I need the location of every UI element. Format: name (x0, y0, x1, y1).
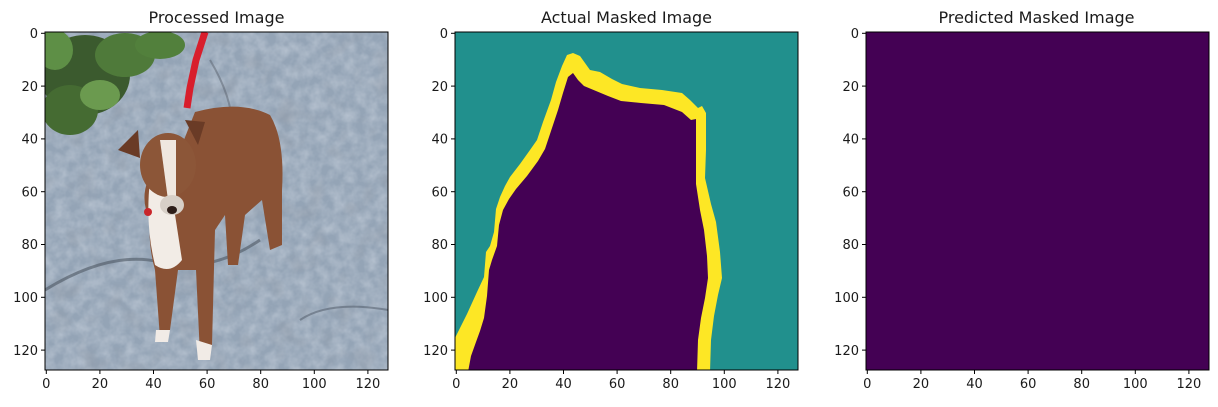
x-tick-label: 80 (1073, 377, 1090, 392)
x-tick-label: 40 (555, 377, 572, 392)
x-tick-label: 60 (609, 377, 626, 392)
x-tick-label: 0 (452, 377, 460, 392)
x-tick-label: 100 (302, 377, 327, 392)
y-tick-label: 40 (842, 133, 859, 148)
axes-frame (865, 31, 1210, 371)
y-axis: 0 20 40 60 80 100 120 (423, 27, 455, 359)
y-tick-label: 120 (13, 344, 38, 359)
y-tick-label: 0 (30, 27, 38, 42)
y-axis: 0 20 40 60 80 100 120 (13, 27, 45, 359)
x-tick-label: 20 (913, 377, 930, 392)
panel-processed-image: Processed Image (13, 8, 389, 392)
y-tick-label: 80 (21, 238, 38, 253)
axes-frame (44, 31, 389, 371)
x-tick-label: 20 (92, 377, 109, 392)
y-tick-label: 80 (431, 238, 448, 253)
x-tick-label: 120 (765, 377, 790, 392)
x-tick-label: 120 (355, 377, 380, 392)
panel-predicted-mask: Predicted Masked Image 0 20 40 60 80 100… (834, 8, 1210, 392)
y-tick-label: 20 (431, 80, 448, 95)
mask-foreground-region (468, 73, 708, 370)
x-tick-label: 100 (712, 377, 737, 392)
panel-actual-mask: Actual Masked Image 0 20 40 60 80 100 1 (423, 8, 799, 392)
x-axis: 0 20 40 60 80 100 120 (42, 370, 380, 392)
y-tick-label: 120 (423, 344, 448, 359)
trimap-mask (455, 32, 798, 370)
y-axis: 0 20 40 60 80 100 120 (834, 27, 866, 359)
x-tick-label: 20 (502, 377, 519, 392)
x-axis: 0 20 40 60 80 100 120 (452, 370, 790, 392)
y-tick-label: 60 (431, 185, 448, 200)
y-tick-label: 100 (834, 291, 859, 306)
x-tick-label: 0 (42, 377, 50, 392)
x-tick-label: 100 (1123, 377, 1148, 392)
leash (183, 32, 209, 109)
y-tick-label: 20 (842, 80, 859, 95)
dog (118, 106, 283, 360)
panel-title: Predicted Masked Image (938, 8, 1134, 27)
shrub (45, 32, 185, 135)
x-tick-label: 120 (1176, 377, 1201, 392)
axes-frame (454, 31, 799, 371)
y-tick-label: 100 (423, 291, 448, 306)
y-tick-label: 100 (13, 291, 38, 306)
y-tick-label: 40 (431, 133, 448, 148)
y-tick-label: 80 (842, 238, 859, 253)
x-tick-label: 40 (966, 377, 983, 392)
y-tick-label: 120 (834, 344, 859, 359)
panel-title: Actual Masked Image (541, 8, 712, 27)
y-tick-label: 0 (440, 27, 448, 42)
y-tick-label: 40 (21, 133, 38, 148)
x-axis: 0 20 40 60 80 100 120 (863, 370, 1201, 392)
predicted-mask-fill (866, 32, 1209, 370)
y-tick-label: 60 (21, 185, 38, 200)
y-tick-label: 20 (21, 80, 38, 95)
x-tick-label: 0 (863, 377, 871, 392)
panel-title: Processed Image (149, 8, 285, 27)
y-tick-label: 60 (842, 185, 859, 200)
x-tick-label: 80 (662, 377, 679, 392)
x-tick-label: 80 (252, 377, 269, 392)
x-tick-label: 60 (1020, 377, 1037, 392)
y-tick-label: 0 (851, 27, 859, 42)
processed-photo (45, 32, 388, 370)
x-tick-label: 60 (199, 377, 216, 392)
x-tick-label: 40 (145, 377, 162, 392)
